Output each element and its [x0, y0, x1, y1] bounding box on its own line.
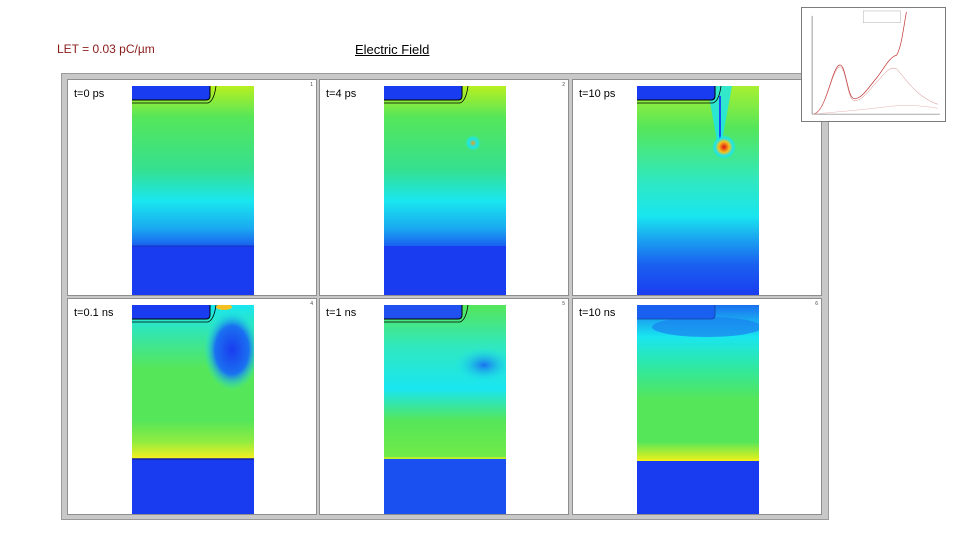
panel-time-label: t=0.1 ns	[74, 307, 114, 319]
page-title: Electric Field	[355, 42, 430, 57]
field-map	[384, 86, 506, 295]
panel-number: 6	[815, 301, 818, 307]
field-map	[637, 86, 759, 295]
panel-time-label: t=0 ps	[74, 88, 105, 100]
sim-panel-2: t=4 ps 2	[319, 79, 569, 296]
panel-number: 1	[310, 82, 313, 88]
field-map	[132, 305, 254, 514]
sim-panel-6: t=10 ns 6	[572, 298, 822, 515]
sim-panel-5: t=1 ns 5	[319, 298, 569, 515]
field-map	[637, 305, 759, 514]
sim-panel-3: t=10 ps 3	[572, 79, 822, 296]
panel-number: 4	[310, 301, 313, 307]
panel-frame: t=0 ps 1 t=4 ps 2	[61, 73, 829, 520]
panel-time-label: t=4 ps	[326, 88, 357, 100]
panel-number: 5	[562, 301, 565, 307]
inset-plot	[801, 7, 946, 122]
sim-panel-4: t=0.1 ns 4	[67, 298, 317, 515]
field-map	[132, 86, 254, 295]
panel-time-label: t=10 ns	[579, 307, 616, 319]
panel-time-label: t=10 ps	[579, 88, 616, 100]
panel-time-label: t=1 ns	[326, 307, 357, 319]
field-map	[384, 305, 506, 514]
let-label: LET = 0.03 pC/µm	[57, 42, 155, 56]
panel-number: 2	[562, 82, 565, 88]
inset-curves	[811, 10, 940, 115]
sim-panel-1: t=0 ps 1	[67, 79, 317, 296]
